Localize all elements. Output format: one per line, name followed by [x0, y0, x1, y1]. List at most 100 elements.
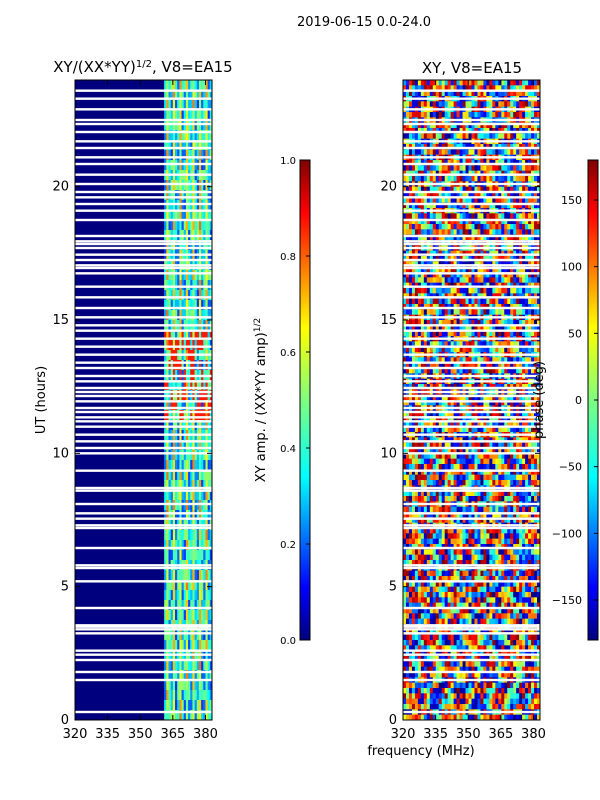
- phase-cell: [474, 410, 478, 417]
- phase-cell: [531, 176, 535, 182]
- phase-cell: [483, 218, 487, 225]
- phase-cell: [471, 202, 475, 209]
- phase-cell: [492, 229, 496, 235]
- amplitude-cell: [170, 190, 174, 201]
- phase-cell: [403, 362, 407, 369]
- phase-cell: [498, 112, 502, 118]
- data-gap-line: [75, 266, 212, 270]
- phase-cell: [420, 442, 425, 449]
- phase-cell: [495, 85, 499, 91]
- amplitude-cell: [172, 330, 176, 341]
- amplitude-cell: [201, 570, 204, 581]
- amplitude-cell: [170, 280, 174, 291]
- phase-cell: [474, 90, 478, 97]
- phase-cell: [519, 213, 523, 219]
- phase-cell: [447, 309, 451, 315]
- phase-cell: [522, 362, 526, 369]
- amplitude-cell: [164, 140, 167, 151]
- phase-cell: [516, 186, 520, 193]
- amplitude-cell: [192, 580, 195, 591]
- phase-cell: [513, 229, 517, 235]
- phase-cell: [477, 309, 481, 315]
- phase-cell: [403, 368, 407, 374]
- amplitude-cell: [164, 660, 167, 671]
- amplitude-cell: [196, 640, 200, 651]
- phase-cell: [432, 442, 437, 449]
- amplitude-cell: [201, 400, 204, 411]
- amplitude-cell: [170, 310, 174, 321]
- phase-cell: [501, 320, 505, 326]
- phase-cell: [516, 448, 520, 454]
- phase-cell: [408, 165, 413, 171]
- phase-cell: [519, 416, 523, 422]
- phase-cell: [498, 400, 502, 406]
- phase-cell: [525, 421, 529, 427]
- phase-cell: [447, 442, 451, 449]
- phase-cell: [504, 400, 508, 406]
- phase-cell: [492, 410, 496, 417]
- phase-cell: [501, 90, 505, 97]
- phase-cell: [417, 298, 422, 305]
- phase-cell: [495, 133, 499, 139]
- phase-cell: [489, 234, 493, 241]
- amplitude-cell: [168, 470, 172, 481]
- phase-cell: [459, 80, 463, 86]
- phase-cell: [477, 362, 481, 369]
- phase-cell: [441, 149, 445, 155]
- amplitude-cell: [190, 270, 193, 281]
- phase-cell: [513, 165, 517, 171]
- phase-cell: [528, 288, 532, 294]
- amplitude-cell: [207, 460, 211, 471]
- amplitude-cell: [166, 710, 169, 721]
- phase-cell: [486, 202, 490, 209]
- amplitude-cell: [194, 450, 198, 461]
- phase-cell: [429, 234, 434, 241]
- phase-cell: [480, 330, 484, 337]
- phase-cell: [519, 272, 523, 278]
- phase-cell: [435, 272, 440, 278]
- amplitude-cell: [203, 670, 206, 681]
- phase-cell: [432, 133, 437, 139]
- phase-cell: [510, 224, 514, 230]
- phase-cell: [471, 448, 475, 454]
- phase-cell: [459, 266, 463, 273]
- phase-cell: [519, 474, 523, 481]
- phase-cell: [465, 149, 469, 155]
- phase-cell: [405, 112, 410, 118]
- phase-cell: [441, 421, 445, 427]
- amplitude-cell: [198, 610, 202, 621]
- phase-cell: [474, 266, 478, 273]
- phase-cell: [465, 213, 469, 219]
- data-gap-line: [75, 218, 212, 222]
- phase-cell: [492, 176, 496, 182]
- amplitude-cell: [179, 590, 182, 601]
- phase-cell: [495, 448, 499, 454]
- phase-cell: [477, 213, 481, 219]
- amplitude-cell: [185, 140, 189, 151]
- phase-cell: [429, 410, 434, 417]
- amplitude-cell: [164, 210, 167, 221]
- phase-cell: [534, 165, 538, 171]
- phase-cell: [408, 410, 413, 417]
- phase-cell: [492, 453, 496, 459]
- phase-cell: [516, 421, 520, 427]
- phase-cell: [501, 192, 505, 198]
- phase-cell: [447, 90, 451, 97]
- phase-cell: [528, 469, 532, 475]
- phase-cell: [453, 277, 457, 283]
- phase-cell: [420, 416, 425, 422]
- phase-cell: [429, 165, 434, 171]
- phase-cell: [531, 357, 535, 363]
- amplitude-cell: [192, 150, 195, 161]
- phase-cell: [441, 464, 445, 470]
- phase-cell: [480, 416, 484, 422]
- phase-cell: [468, 453, 472, 459]
- phase-cell: [522, 176, 526, 182]
- phase-cell: [447, 368, 451, 374]
- phase-cell: [459, 426, 463, 433]
- phase-cell: [426, 458, 431, 465]
- amplitude-colorbar: 0.00.20.40.60.81.0 XY amp. / (XX*YY amp)…: [253, 156, 311, 647]
- phase-cell: [414, 458, 419, 465]
- phase-cell: [486, 368, 490, 374]
- phase-cell: [498, 218, 502, 225]
